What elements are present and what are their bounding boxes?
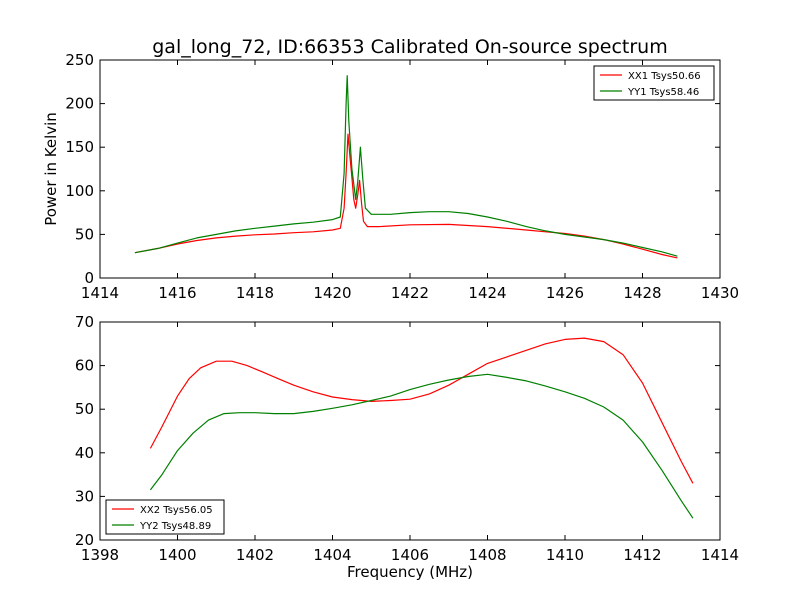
y-tick-label: 50: [75, 225, 94, 243]
chart-panel-2: 1398 1400 1402 1404 1406 1408 1410 1412 1414 20 30…: [75, 313, 739, 581]
x-tick-label: 1422: [391, 284, 429, 302]
axes-frame: [99, 59, 721, 279]
x-tick-label: 1412: [623, 546, 661, 564]
x-tick-label: 1426: [546, 284, 584, 302]
legend: XX1 Tsys50.66 YY1 Tsys58.46: [593, 65, 715, 101]
legend: XX2 Tsys56.05 YY2 Tsys48.89: [105, 499, 225, 535]
x-tick-label: 1414: [81, 284, 119, 302]
y-tick-label: 40: [75, 444, 94, 462]
series-line-1: [149, 337, 694, 484]
x-tick-label: 1406: [391, 546, 429, 564]
legend-label: XX1 Tsys50.66: [628, 71, 701, 82]
y-tick-label: 150: [65, 138, 94, 156]
legend-label: YY1 Tsys58.46: [627, 87, 699, 98]
y-tick-label: 70: [75, 313, 94, 331]
x-tick-label: 1408: [468, 546, 506, 564]
y-tick-label: 250: [65, 51, 94, 69]
x-tick-label: 1420: [313, 284, 351, 302]
legend-label: XX2 Tsys56.05: [140, 505, 213, 516]
x-tick-label: 1428: [623, 284, 661, 302]
legend-box: [105, 499, 225, 535]
legend-label: YY2 Tsys48.89: [139, 521, 211, 532]
legend-box: [593, 65, 715, 101]
x-tick-label: 1404: [313, 546, 351, 564]
x-tick-label: 1418: [236, 284, 274, 302]
series-line-1: [134, 133, 678, 259]
axes-frame: [99, 321, 721, 541]
x-tick-label: 1424: [468, 284, 506, 302]
y-tick-label: 30: [75, 487, 94, 505]
x-tick-label: 1398: [81, 546, 119, 564]
y-tick-label: 60: [75, 357, 94, 375]
y-tick-label: 0: [84, 269, 94, 287]
y-tick-label: 20: [75, 531, 94, 549]
y-tick-label: 50: [75, 400, 94, 418]
x-tick-label: 1416: [158, 284, 196, 302]
y-tick-label: 100: [65, 182, 94, 200]
x-tick-label: 1430: [701, 284, 739, 302]
y-tick-label: 200: [65, 95, 94, 113]
series-line-2: [134, 75, 678, 257]
x-tick-label: 1410: [546, 546, 584, 564]
figure-title: gal_long_72, ID:66353 Calibrated On-sour…: [152, 36, 667, 58]
chart-panel-1: 1414 1416 1418 1420 1422 1424 1426 1428 1430 0 50 1…: [42, 51, 739, 302]
series-line-2: [149, 373, 694, 519]
x-tick-label: 1414: [701, 546, 739, 564]
x-tick-label: 1400: [158, 546, 196, 564]
x-tick-label: 1402: [236, 546, 274, 564]
x-axis-label: Frequency (MHz): [347, 563, 473, 581]
y-axis-label: Power in Kelvin: [42, 112, 60, 226]
